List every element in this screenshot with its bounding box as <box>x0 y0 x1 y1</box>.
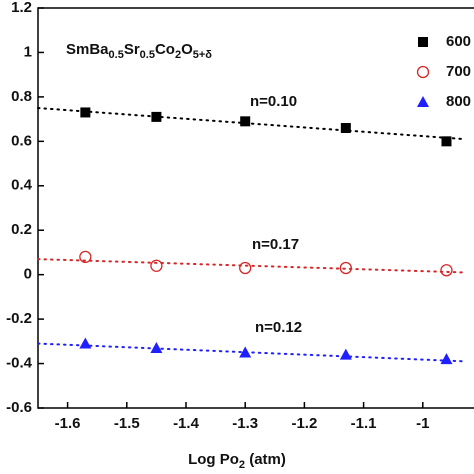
legend-label: 700 <box>446 63 471 80</box>
y-tick-label: 0 <box>24 266 32 283</box>
x-tick-label: -1 <box>416 415 429 432</box>
text-part: Log Po <box>188 451 239 468</box>
y-tick-label: -0.2 <box>6 310 32 327</box>
text-part: (atm) <box>245 451 286 468</box>
y-tick-label: 1.2 <box>11 0 32 16</box>
annotation: n=0.12 <box>255 319 302 336</box>
data-point <box>80 107 91 118</box>
y-tick-label: 0.6 <box>11 132 32 149</box>
data-point <box>150 342 163 353</box>
data-point <box>239 346 252 358</box>
y-tick-label: 0.4 <box>11 177 33 194</box>
data-point <box>239 261 252 275</box>
data-point <box>440 353 453 365</box>
y-tick-label: -0.4 <box>6 355 33 372</box>
data-point <box>441 136 452 147</box>
y-tick-label: -0.6 <box>6 399 32 416</box>
x-tick-label: -1.4 <box>173 415 200 432</box>
data-point <box>79 337 92 349</box>
data-point <box>340 123 351 133</box>
text-part: O <box>181 41 193 58</box>
plot-frame <box>37 7 474 409</box>
legend-label: 600 <box>446 33 471 50</box>
legend-marker <box>417 96 429 107</box>
data-point <box>151 111 162 122</box>
data-point <box>339 261 352 275</box>
x-tick-label: -1.5 <box>114 415 140 432</box>
legend-marker <box>416 65 430 79</box>
data-point <box>339 348 352 360</box>
y-tick-label: 0.8 <box>11 88 32 105</box>
x-tick-label: -1.3 <box>232 415 258 432</box>
fit-line <box>37 258 466 274</box>
chart-title: SmBa0.5Sr0.5Co2O5+δ <box>66 41 212 61</box>
y-tick-label: 1 <box>24 43 32 60</box>
x-axis-label: Log Po2 (atm) <box>188 451 286 471</box>
legend-label: 800 <box>446 93 471 110</box>
subscript: 5+δ <box>193 49 213 61</box>
subscript: 0.5 <box>140 49 155 61</box>
fit-line <box>37 342 466 363</box>
data-point <box>440 264 453 277</box>
subscript: 0.5 <box>109 49 124 61</box>
text-part: SmBa <box>66 41 109 58</box>
data-point <box>150 259 163 272</box>
annotation: n=0.10 <box>250 93 297 110</box>
y-tick-label: 0.2 <box>11 221 32 238</box>
x-tick-label: -1.2 <box>291 415 317 432</box>
subscript: 2 <box>239 459 245 471</box>
x-tick-label: -1.6 <box>55 415 81 432</box>
annotation: n=0.17 <box>252 236 299 253</box>
legend-marker <box>418 37 428 47</box>
data-point <box>240 116 251 127</box>
x-tick-label: -1.1 <box>351 415 377 432</box>
text-part: Co <box>155 41 175 58</box>
fit-line <box>37 107 466 141</box>
subscript: 2 <box>175 49 181 61</box>
data-point <box>79 250 92 264</box>
text-part: Sr <box>124 41 140 58</box>
